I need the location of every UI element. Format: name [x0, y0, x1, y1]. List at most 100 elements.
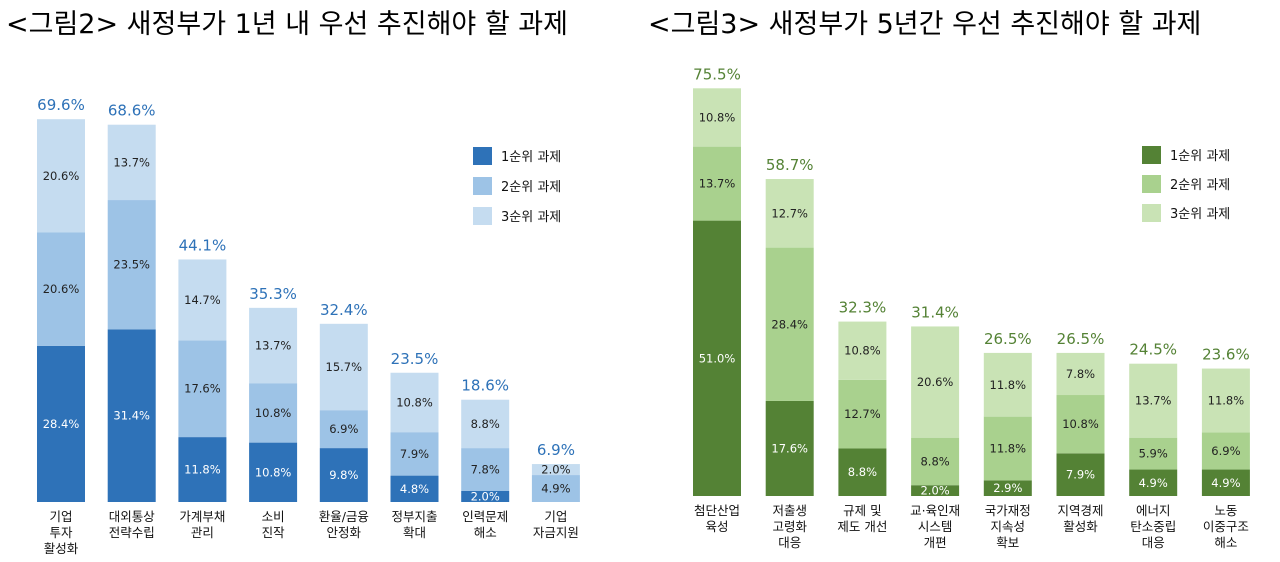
bar-segment: [390, 372, 439, 433]
segment-value-label: 5.9%: [1139, 447, 1168, 461]
segment-value-label: 31.4%: [113, 409, 150, 423]
bar-segment: [249, 307, 298, 384]
bar-segment: [178, 259, 227, 341]
bar-total-label: 26.5%: [984, 330, 1032, 348]
segment-value-label: 13.7%: [699, 177, 736, 191]
segment-value-label: 12.7%: [844, 407, 881, 421]
bar-total-label: 18.6%: [461, 377, 509, 395]
chart-title-right: <그림3> 새정부가 5년간 우선 추진해야 할 과제: [648, 9, 1201, 40]
category-label: 제도 개선: [837, 519, 887, 534]
bar-segment: [461, 448, 510, 491]
bar-segment: [911, 485, 960, 496]
bar-total-label: 6.9%: [537, 441, 575, 459]
category-label: 개편: [924, 535, 947, 550]
bar-segment: [249, 442, 298, 502]
category-label: 가계부채: [179, 509, 225, 524]
bar-segment: [178, 340, 227, 438]
category-label: 인력문제: [462, 509, 508, 524]
category-label: 소비: [262, 509, 285, 524]
segment-value-label: 10.8%: [255, 406, 292, 420]
segment-value-label: 11.8%: [990, 441, 1027, 455]
segment-value-label: 2.0%: [920, 484, 949, 498]
legend-label: 3순위 과제: [501, 210, 561, 225]
bar-segment: [693, 146, 741, 221]
category-label: 탄소중립: [1130, 519, 1176, 534]
legend-swatch: [473, 147, 492, 165]
bar-total-label: 24.5%: [1129, 341, 1177, 359]
bar-total-label: 68.6%: [108, 102, 156, 120]
bar-total-label: 26.5%: [1057, 330, 1105, 348]
category-label: 국가재정: [985, 503, 1031, 518]
segment-value-label: 8.8%: [471, 417, 500, 431]
segment-value-label: 10.8%: [1062, 417, 1099, 431]
category-label: 규제 및: [843, 503, 881, 518]
category-label: 이중구조: [1203, 519, 1249, 534]
segment-value-label: 12.7%: [771, 206, 808, 220]
segment-value-label: 9.8%: [329, 468, 358, 482]
category-label: 전략수립: [109, 525, 155, 540]
bar-segment: [461, 399, 510, 449]
bar-segment: [693, 220, 741, 496]
category-label: 교·육인재: [910, 503, 960, 518]
bar-segment: [1129, 437, 1178, 470]
segment-value-label: 7.9%: [400, 447, 429, 461]
bar-total-label: 32.3%: [839, 299, 887, 317]
bar-segment: [37, 232, 85, 346]
bar-segment: [911, 437, 960, 486]
bar-segment: [1129, 363, 1178, 438]
category-label: 대응: [778, 535, 801, 550]
category-label: 노동: [1214, 503, 1237, 518]
segment-value-label: 2.9%: [993, 481, 1022, 495]
segment-value-label: 7.8%: [1066, 367, 1095, 381]
legend-label: 1순위 과제: [501, 150, 561, 165]
bar-segment: [838, 448, 887, 496]
bar-segment: [1201, 368, 1250, 433]
category-label: 안정화: [327, 525, 362, 540]
bar-segment: [693, 88, 741, 147]
bar-segment: [390, 432, 439, 476]
segment-value-label: 10.8%: [255, 465, 292, 479]
segment-value-label: 23.5%: [113, 258, 150, 272]
bar-total-label: 32.4%: [320, 301, 368, 319]
legend-swatch: [473, 177, 492, 195]
bar-segment: [1201, 469, 1250, 496]
bar-segment: [37, 119, 85, 233]
bar-segment: [531, 475, 580, 502]
bar-segment: [765, 400, 814, 496]
segment-value-label: 6.9%: [329, 422, 358, 436]
category-label: 진작: [262, 525, 286, 540]
segment-value-label: 28.4%: [771, 317, 808, 331]
segment-value-label: 4.8%: [400, 482, 429, 496]
bar-segment: [461, 491, 510, 502]
segment-value-label: 11.8%: [1208, 393, 1245, 407]
bar-total-label: 58.7%: [766, 156, 814, 174]
segment-value-label: 2.0%: [471, 490, 500, 504]
segment-value-label: 4.9%: [1211, 476, 1240, 490]
bar-total-label: 75.5%: [693, 65, 741, 83]
category-label: 활성화: [1063, 519, 1098, 534]
segment-value-label: 15.7%: [326, 360, 363, 374]
segment-value-label: 11.8%: [990, 378, 1027, 392]
category-label: 대응: [1142, 535, 1165, 550]
bar-segment: [107, 124, 156, 201]
category-label: 시스템: [918, 519, 953, 534]
category-label: 투자: [49, 525, 73, 540]
bar-segment: [983, 480, 1032, 496]
bar-segment: [1056, 395, 1105, 454]
category-label: 육성: [705, 519, 728, 534]
category-label: 저출생: [772, 503, 807, 518]
category-label: 해소: [1214, 535, 1237, 550]
segment-value-label: 13.7%: [255, 339, 292, 353]
bar-segment: [1129, 469, 1178, 496]
segment-value-label: 6.9%: [1211, 444, 1240, 458]
segment-value-label: 51.0%: [699, 351, 736, 365]
category-label: 활성화: [44, 541, 79, 556]
bar-segment: [37, 345, 85, 502]
legend-swatch: [1142, 204, 1161, 222]
bar-segment: [107, 329, 156, 502]
bar-segment: [319, 323, 368, 411]
legend-swatch: [1142, 175, 1161, 193]
segment-value-label: 10.8%: [844, 344, 881, 358]
category-label: 확보: [996, 535, 1019, 550]
